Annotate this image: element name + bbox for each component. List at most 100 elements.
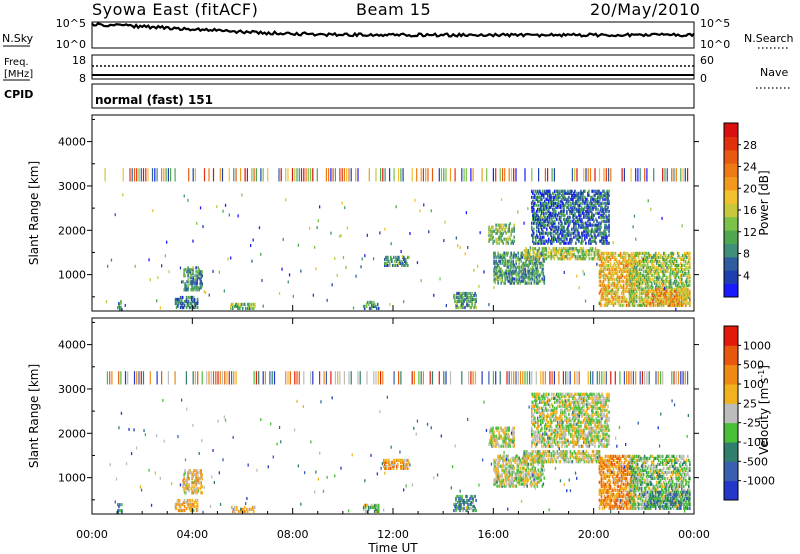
echo-cell [518, 470, 520, 474]
echo-cell [508, 472, 510, 476]
echo-cell [466, 494, 468, 499]
echo-cell [500, 434, 502, 438]
echo-cell [384, 263, 386, 267]
echo-cell [688, 259, 690, 263]
echo-cell [512, 263, 514, 267]
echo-cell [582, 199, 584, 203]
echo-cell [535, 241, 537, 245]
far-range-streak [251, 168, 253, 182]
echo-cell [638, 285, 641, 289]
echo-cell [638, 289, 641, 293]
echo-cell [689, 301, 691, 305]
echo-cell [543, 476, 546, 480]
echo-cell [632, 303, 635, 307]
echo-cell [398, 458, 400, 462]
echo-cell [537, 219, 539, 223]
echo-cell [670, 281, 673, 285]
scatter-echo [548, 223, 550, 227]
echo-cell [501, 227, 503, 231]
echo-cell [464, 293, 466, 298]
echo-cell [580, 251, 583, 255]
echo-cell [604, 201, 606, 205]
scatter-echo [309, 226, 311, 230]
echo-cell [572, 213, 574, 217]
echo-cell [634, 261, 637, 265]
echo-cell [670, 259, 673, 263]
echo-cell [513, 271, 515, 275]
echo-cell [600, 287, 603, 291]
echo-cell [568, 253, 571, 257]
echo-cell [548, 420, 550, 424]
far-range-streak [346, 168, 348, 182]
echo-cell [632, 299, 635, 303]
echo-cell [560, 205, 562, 209]
echo-cell [544, 398, 546, 402]
echo-cell [459, 291, 461, 296]
echo-cell [663, 253, 666, 257]
echo-cell [661, 283, 664, 287]
echo-cell [500, 223, 502, 227]
echo-cell [247, 306, 249, 310]
echo-cell [541, 414, 543, 418]
echo-cell [606, 275, 609, 279]
echo-cell [660, 281, 663, 285]
echo-cell [647, 289, 650, 293]
echo-cell [541, 203, 543, 207]
echo-cell [689, 295, 691, 299]
echo-cell [578, 205, 580, 209]
echo-cell [178, 299, 181, 304]
echo-cell [588, 213, 590, 217]
echo-cell [611, 281, 614, 285]
echo-cell [543, 235, 545, 239]
echo-cell [689, 291, 691, 295]
echo-cell [632, 257, 635, 261]
echo-cell [582, 211, 584, 215]
echo-cell [393, 466, 395, 470]
echo-cell [584, 205, 586, 209]
echo-cell [506, 472, 508, 476]
echo-cell [541, 223, 543, 227]
echo-cell [675, 295, 678, 299]
echo-cell [643, 279, 646, 283]
echo-cell [680, 269, 682, 273]
echo-cell [648, 275, 651, 279]
echo-cell [570, 197, 572, 201]
echo-cell [369, 505, 372, 509]
echo-cell [524, 478, 526, 482]
echo-cell [627, 261, 630, 265]
echo-cell [461, 506, 463, 511]
echo-cell [498, 432, 500, 436]
echo-cell [459, 500, 461, 505]
echo-cell [687, 251, 689, 255]
echo-cell [183, 288, 185, 292]
echo-cell [545, 253, 548, 257]
echo-cell [405, 466, 407, 470]
echo-cell [625, 279, 628, 283]
echo-cell [571, 255, 574, 259]
echo-cell [647, 271, 650, 275]
echo-cell [581, 237, 583, 241]
station-title: Syowa East (fitACF) [92, 0, 259, 19]
echo-cell [576, 255, 579, 259]
echo-cell [626, 277, 629, 281]
echo-cell [672, 299, 675, 303]
echo-cell [533, 480, 536, 484]
echo-cell [623, 299, 626, 303]
echo-cell [474, 494, 476, 499]
echo-cell [550, 195, 552, 199]
echo-cell [599, 209, 601, 213]
echo-cell [686, 283, 688, 287]
echo-cell [121, 503, 123, 507]
echo-cell [596, 191, 598, 195]
echo-cell [176, 502, 179, 507]
echo-cell [641, 289, 644, 293]
echo-cell [497, 442, 499, 446]
echo-cell [183, 268, 185, 272]
echo-cell [513, 476, 515, 480]
echo-cell [545, 215, 547, 219]
echo-cell [538, 275, 541, 279]
echo-cell [518, 478, 520, 482]
echo-cell [182, 485, 184, 489]
echo-cell [530, 259, 533, 263]
echo-cell [188, 506, 191, 511]
